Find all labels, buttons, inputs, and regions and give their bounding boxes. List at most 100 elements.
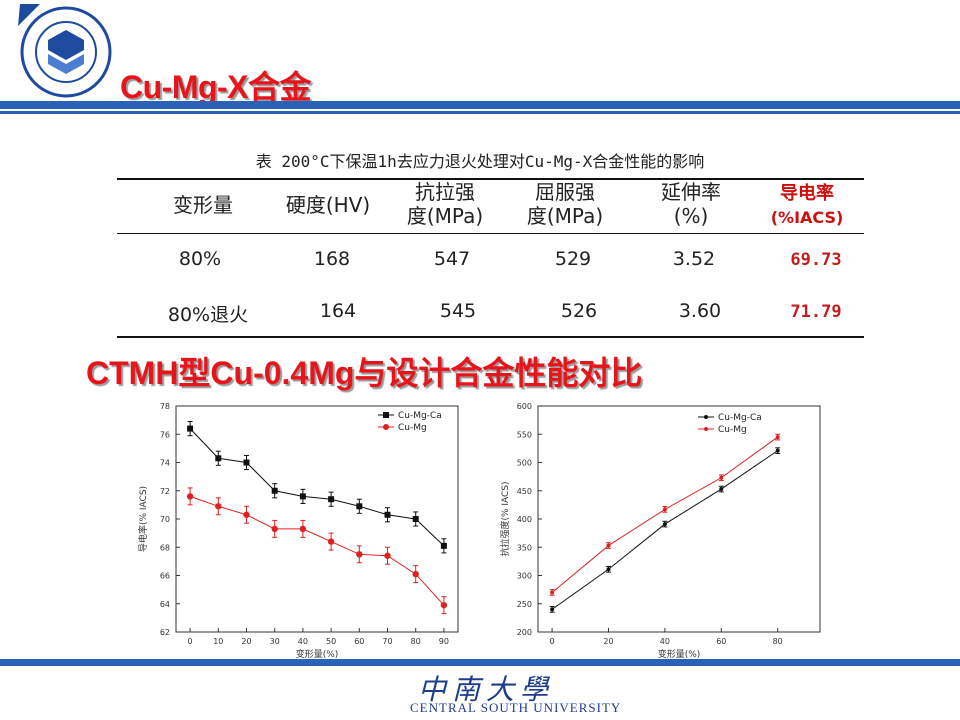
university-logo bbox=[18, 4, 118, 104]
header-tensile: 抗拉强 度(MPa) bbox=[406, 180, 484, 228]
data-point bbox=[719, 475, 724, 480]
y-tick-label: 300 bbox=[517, 572, 532, 581]
legend-marker bbox=[383, 412, 389, 418]
table-bottom-rule bbox=[117, 336, 864, 338]
footer-university-name-cn: 中南大學 bbox=[418, 673, 555, 706]
y-tick-label: 70 bbox=[160, 515, 170, 524]
series-line bbox=[551, 436, 778, 593]
data-point bbox=[662, 507, 667, 512]
cell-hardness: 168 bbox=[313, 248, 351, 270]
y-tick-label: 500 bbox=[517, 459, 532, 468]
data-point bbox=[384, 552, 391, 559]
x-tick-label: 70 bbox=[382, 637, 392, 646]
cell-hardness: 164 bbox=[319, 300, 357, 322]
y-axis-label: 导电率(% IACS) bbox=[137, 486, 149, 552]
data-point bbox=[215, 455, 222, 462]
y-tick-label: 62 bbox=[160, 628, 170, 637]
x-tick-label: 20 bbox=[603, 637, 613, 646]
legend-label: Cu-Mg bbox=[718, 425, 747, 435]
data-point bbox=[271, 487, 278, 494]
data-point bbox=[440, 542, 447, 549]
data-point bbox=[299, 493, 306, 500]
y-tick-label: 450 bbox=[517, 487, 532, 496]
y-tick-label: 600 bbox=[517, 402, 532, 411]
y-tick-label: 200 bbox=[517, 628, 532, 637]
data-point bbox=[412, 516, 419, 522]
data-point bbox=[356, 503, 363, 510]
footer-university-name-en: CENTRAL SOUTH UNIVERSITY bbox=[410, 700, 622, 715]
header-deformation: 变形量 bbox=[173, 193, 233, 217]
header-elongation: 延伸率 (%) bbox=[661, 180, 721, 228]
series-line bbox=[551, 450, 778, 610]
y-tick-label: 550 bbox=[517, 430, 532, 439]
data-point bbox=[328, 496, 335, 503]
y-tick-label: 76 bbox=[160, 430, 170, 439]
cell-elongation: 3.52 bbox=[672, 248, 716, 270]
tensile-chart-svg: 200 250 300 350 400 450 500 550 600 0 20 40 60 80 变形量(… bbox=[499, 402, 821, 660]
data-point bbox=[384, 511, 391, 518]
tensile-chart: 200 250 300 350 400 450 500 550 600 0 20 40 60 80 变形量(… bbox=[494, 394, 830, 662]
data-point bbox=[550, 607, 555, 612]
conductivity-chart: 62 64 66 68 70 72 74 76 78 0 10 20 30 40 50 60 70 80 90 变形量… bbox=[132, 394, 468, 662]
x-axis-label: 变形量(%) bbox=[296, 648, 339, 660]
x-tick-label: 40 bbox=[298, 637, 308, 646]
cell-tensile: 547 bbox=[433, 248, 471, 270]
x-tick-label: 0 bbox=[188, 637, 193, 646]
footer-divider bbox=[0, 659, 960, 666]
cell-conductivity: 71.79 bbox=[790, 302, 842, 322]
conductivity-chart-svg: 62 64 66 68 70 72 74 76 78 0 10 20 30 40 50 60 70 80 90 变形量… bbox=[137, 402, 459, 660]
y-tick-label: 250 bbox=[517, 600, 532, 609]
header-yield: 屈服强 度(MPa) bbox=[526, 180, 604, 228]
data-point bbox=[662, 522, 667, 527]
data-point bbox=[215, 503, 222, 510]
legend-label: Cu-Mg-Ca bbox=[718, 413, 762, 423]
data-point bbox=[299, 525, 307, 533]
data-point bbox=[550, 590, 555, 595]
cell-elongation: 3.60 bbox=[678, 300, 722, 322]
data-point bbox=[327, 538, 335, 545]
section-subtitle: CTMH型Cu-0.4Mg与设计合金性能对比 bbox=[86, 355, 643, 391]
x-tick-label: 90 bbox=[439, 637, 449, 646]
header-divider bbox=[0, 101, 960, 109]
series-line bbox=[189, 495, 445, 606]
data-point bbox=[412, 570, 419, 578]
legend-label: Cu-Mg-Ca bbox=[398, 411, 442, 421]
y-tick-label: 74 bbox=[160, 459, 170, 468]
y-axis-label: 抗拉强度(% IACS) bbox=[499, 481, 511, 556]
x-tick-label: 60 bbox=[354, 637, 364, 646]
x-tick-label: 60 bbox=[716, 637, 726, 646]
legend-marker bbox=[704, 427, 708, 431]
data-point bbox=[606, 543, 611, 548]
x-tick-label: 50 bbox=[326, 637, 336, 646]
x-tick-label: 20 bbox=[241, 637, 251, 646]
legend-marker bbox=[704, 415, 708, 419]
cell-deformation: 80%退火 bbox=[167, 304, 249, 326]
x-tick-label: 80 bbox=[773, 637, 783, 646]
data-point bbox=[356, 551, 363, 558]
data-point bbox=[243, 459, 250, 466]
data-point bbox=[440, 601, 448, 609]
y-tick-label: 66 bbox=[160, 572, 170, 581]
cell-deformation: 80% bbox=[178, 248, 222, 270]
cell-conductivity: 69.73 bbox=[790, 250, 842, 270]
x-tick-label: 0 bbox=[550, 637, 555, 646]
data-point bbox=[775, 448, 780, 453]
x-tick-label: 40 bbox=[660, 637, 670, 646]
table-caption: 表 200°C下保温1h去应力退火处理对Cu-Mg-X合金性能的影响 bbox=[255, 152, 705, 171]
table-header-rule bbox=[117, 233, 864, 234]
y-tick-label: 400 bbox=[517, 515, 532, 524]
cell-yield: 529 bbox=[554, 248, 592, 270]
data-point bbox=[606, 567, 611, 572]
series-line bbox=[189, 428, 445, 547]
data-point bbox=[271, 525, 278, 533]
data-point bbox=[243, 511, 250, 518]
y-tick-label: 78 bbox=[160, 402, 170, 411]
cell-yield: 526 bbox=[560, 300, 598, 322]
y-tick-label: 72 bbox=[160, 487, 170, 496]
x-tick-label: 10 bbox=[213, 637, 223, 646]
legend-marker bbox=[383, 424, 389, 430]
cell-tensile: 545 bbox=[439, 300, 477, 322]
x-axis-label: 变形量(%) bbox=[658, 648, 701, 660]
y-tick-label: 68 bbox=[160, 543, 170, 552]
header-hardness: 硬度(HV) bbox=[285, 193, 371, 217]
